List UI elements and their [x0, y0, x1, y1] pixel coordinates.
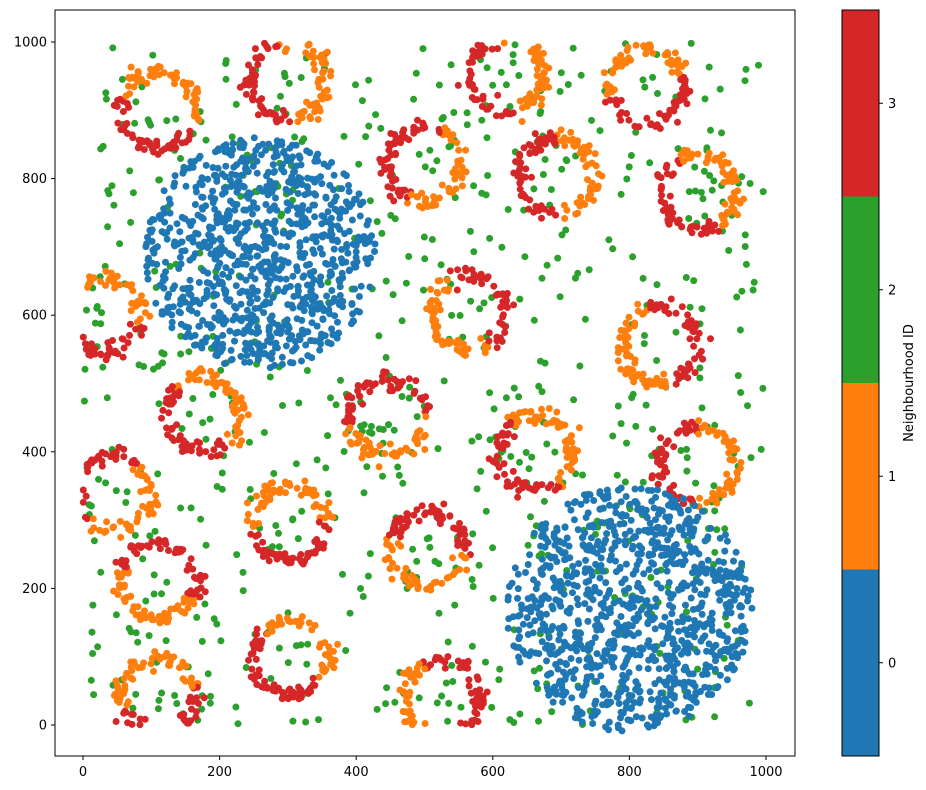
colorbar: 0 1 2 3: [841, 9, 896, 757]
y-tick-label: 800: [22, 172, 47, 187]
x-tick-label: 400: [344, 765, 369, 780]
x-tick-label: 800: [617, 765, 642, 780]
y-tick-label: 600: [22, 309, 47, 324]
y-tick-label: 1000: [14, 36, 47, 51]
colorbar-segment-2: [842, 196, 879, 383]
colorbar-segment-0: [842, 569, 879, 756]
y-axis: 0 200 400 600 800 1000: [14, 36, 55, 734]
colorbar-segment-1: [842, 383, 879, 570]
colorbar-tick-label: 1: [888, 470, 896, 485]
colorbar-tick-label: 2: [888, 283, 896, 298]
colorbar-label: Neighbourhood ID: [902, 324, 917, 442]
y-tick-label: 200: [22, 582, 47, 597]
scatter-points: [79, 39, 767, 735]
x-tick-label: 1000: [749, 765, 782, 780]
colorbar-tick-label: 0: [888, 656, 896, 671]
colorbar-segment-3: [842, 10, 879, 197]
x-tick-label: 200: [207, 765, 232, 780]
x-tick-label: 600: [480, 765, 505, 780]
y-tick-label: 400: [22, 445, 47, 460]
x-axis: 0 200 400 600 800 1000: [79, 756, 783, 780]
colorbar-tick-label: 3: [888, 97, 896, 112]
y-tick-label: 0: [39, 719, 47, 734]
x-tick-label: 0: [79, 765, 87, 780]
plot-frame: [54, 9, 796, 757]
